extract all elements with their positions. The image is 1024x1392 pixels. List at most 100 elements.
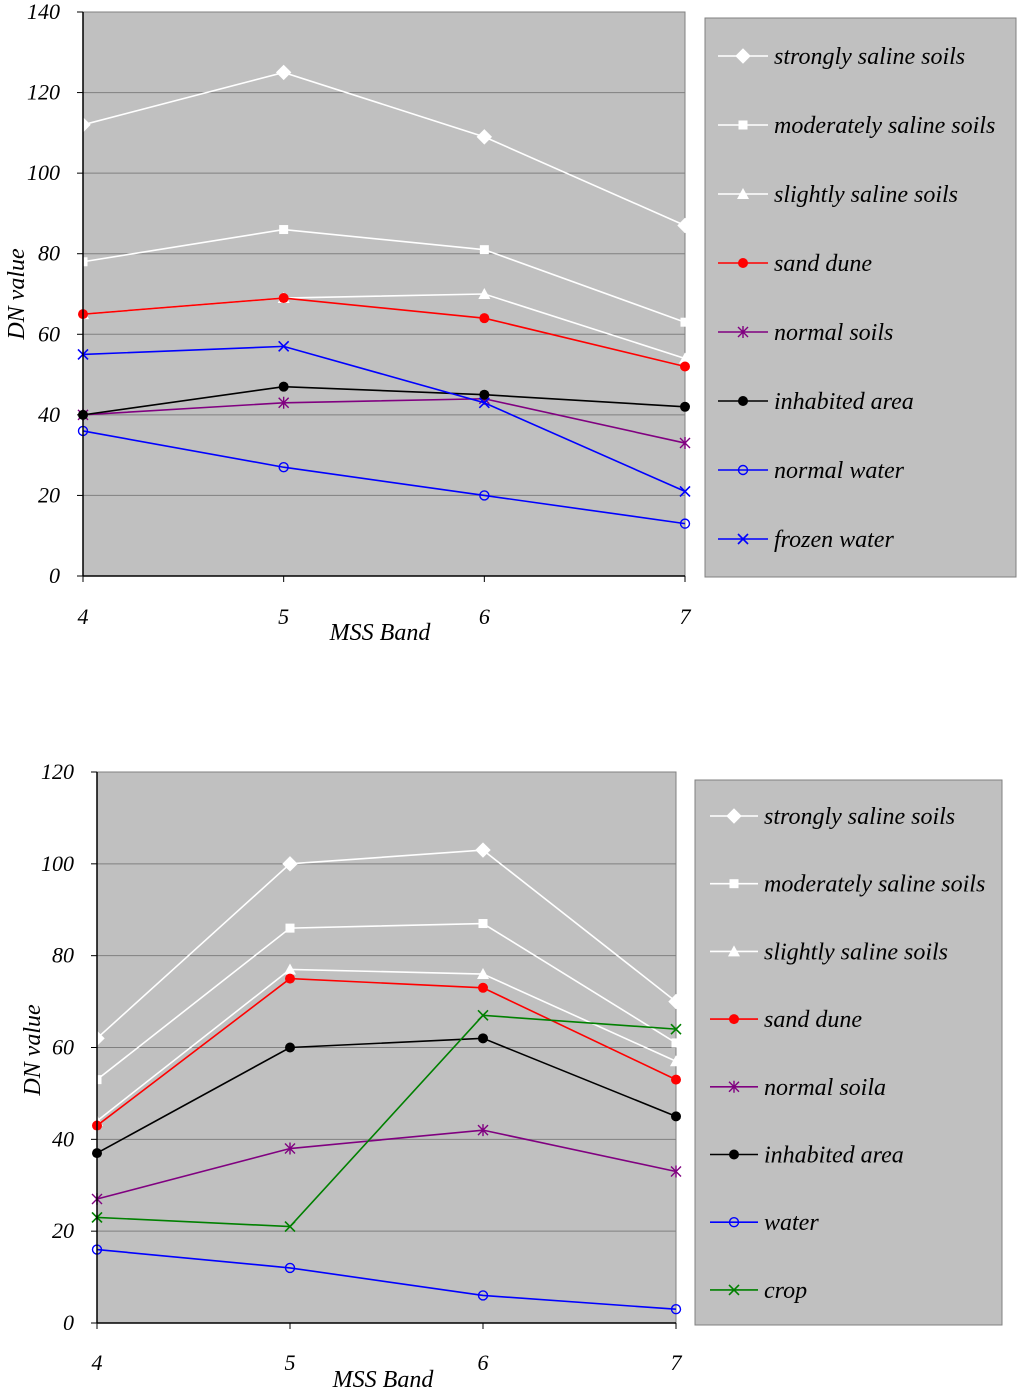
data-point bbox=[284, 963, 296, 975]
data-point bbox=[670, 1165, 682, 1178]
legend-entry: normal soils bbox=[718, 320, 893, 346]
legend-label: moderately saline soils bbox=[764, 872, 985, 898]
legend-label: normal soils bbox=[774, 320, 893, 346]
data-point bbox=[475, 842, 491, 858]
chart-2: 0 20 40 60 80 100 120 4 5 6 7 MSS Band DN value s… bbox=[20, 759, 1003, 1392]
legend-entry: crop bbox=[710, 1278, 807, 1304]
data-point bbox=[671, 1038, 681, 1048]
series-line bbox=[96, 977, 677, 1127]
y-tick-label: 0 bbox=[49, 563, 60, 588]
y-tick-label: 20 bbox=[52, 1218, 74, 1243]
y-tick-label: 40 bbox=[52, 1126, 74, 1151]
data-point bbox=[679, 437, 691, 450]
y-tick-labels: 0 20 40 60 80 100 120 bbox=[41, 759, 97, 1335]
legend-box bbox=[694, 779, 1003, 1326]
legend-marker bbox=[738, 396, 748, 406]
legend-label: strongly saline soils bbox=[764, 804, 955, 830]
x-tick-label: 6 bbox=[479, 604, 490, 629]
y-tick-label: 0 bbox=[63, 1310, 74, 1335]
x-tick-label: 5 bbox=[285, 1350, 296, 1375]
data-point bbox=[479, 245, 489, 255]
y-tick-labels: 0 20 40 60 80 100 120 140 bbox=[27, 0, 83, 588]
data-point bbox=[285, 1042, 295, 1053]
data-point bbox=[680, 401, 690, 412]
series-line bbox=[96, 849, 677, 1039]
legend-entry: normal water bbox=[718, 458, 905, 484]
x-tick-label: 7 bbox=[680, 604, 692, 629]
legend-entry: frozen water bbox=[718, 527, 894, 553]
data-point bbox=[479, 313, 490, 324]
data-point bbox=[479, 389, 490, 400]
data-point bbox=[477, 1124, 489, 1137]
x-tick-labels: 4 5 6 7 bbox=[78, 576, 692, 629]
legend-label: normal water bbox=[774, 458, 905, 484]
x-tick-label: 5 bbox=[278, 604, 289, 629]
legend-label: water bbox=[764, 1210, 819, 1236]
data-point bbox=[677, 217, 693, 234]
legend-label: moderately saline soils bbox=[774, 113, 995, 139]
data-point bbox=[278, 381, 289, 392]
legend-marker bbox=[728, 1284, 740, 1296]
data-point bbox=[285, 923, 295, 933]
x-axis-title: MSS Band bbox=[329, 620, 432, 646]
legend-label: slightly saline soils bbox=[764, 939, 948, 965]
legend-label: sand dune bbox=[764, 1007, 862, 1033]
legend-label: inhabited area bbox=[774, 389, 914, 415]
series-line bbox=[96, 1014, 677, 1228]
data-point bbox=[478, 1033, 488, 1044]
series-line bbox=[96, 922, 677, 1081]
y-tick-label: 120 bbox=[27, 80, 60, 105]
legend-entry: inhabited area bbox=[718, 389, 914, 415]
gridlines bbox=[83, 92, 685, 496]
data-point bbox=[668, 993, 684, 1010]
data-point bbox=[285, 973, 295, 984]
data-point bbox=[680, 317, 690, 327]
series-line bbox=[82, 385, 686, 416]
y-tick-label: 100 bbox=[27, 160, 60, 185]
series-line bbox=[82, 71, 686, 227]
data-point bbox=[284, 1262, 296, 1274]
legend-marker bbox=[729, 1014, 739, 1025]
data-point bbox=[477, 968, 489, 980]
y-tick-label: 100 bbox=[41, 851, 74, 876]
y-axis-title: DN value bbox=[4, 248, 30, 341]
legend-marker bbox=[729, 1149, 739, 1160]
legend-entry: water bbox=[710, 1210, 819, 1236]
x-tick-label: 4 bbox=[92, 1350, 103, 1375]
legend-marker bbox=[737, 188, 749, 199]
series-line bbox=[96, 1129, 677, 1200]
legend-marker bbox=[728, 945, 740, 957]
legend-entry: sand dune bbox=[710, 1007, 862, 1033]
series-line bbox=[82, 345, 686, 493]
legend-marker bbox=[737, 464, 749, 476]
legend-entry: inhabited area bbox=[710, 1143, 904, 1169]
data-point bbox=[679, 485, 691, 497]
legend-entry: moderately saline soils bbox=[718, 113, 995, 139]
legend-label: slightly saline soils bbox=[774, 182, 958, 208]
series-line bbox=[96, 968, 677, 1122]
data-point bbox=[279, 225, 289, 235]
data-point bbox=[680, 361, 690, 372]
data-point bbox=[478, 919, 488, 929]
legend-entry: normal soila bbox=[710, 1075, 886, 1101]
series-line bbox=[82, 228, 686, 323]
data-point bbox=[478, 288, 491, 299]
x-tick-labels: 4 5 6 7 bbox=[92, 1323, 683, 1375]
chart-1: 0 20 40 60 80 100 120 140 4 5 6 7 MSS Band DN valu… bbox=[4, 0, 1017, 646]
series-line bbox=[82, 297, 686, 368]
data-point bbox=[670, 1304, 682, 1315]
legend-marker bbox=[738, 120, 748, 130]
legend-marker bbox=[728, 1080, 740, 1093]
data-point bbox=[278, 340, 290, 352]
x-axis-title: MSS Band bbox=[332, 1367, 435, 1392]
y-tick-label: 80 bbox=[52, 943, 74, 968]
legend-entry: slightly saline soils bbox=[718, 182, 958, 208]
legend-marker bbox=[729, 879, 739, 889]
y-tick-label: 20 bbox=[38, 482, 60, 507]
data-point bbox=[670, 1023, 682, 1035]
legend-box bbox=[704, 17, 1017, 578]
data-point bbox=[477, 1009, 489, 1021]
data-point bbox=[478, 397, 490, 409]
data-point bbox=[671, 1111, 681, 1122]
